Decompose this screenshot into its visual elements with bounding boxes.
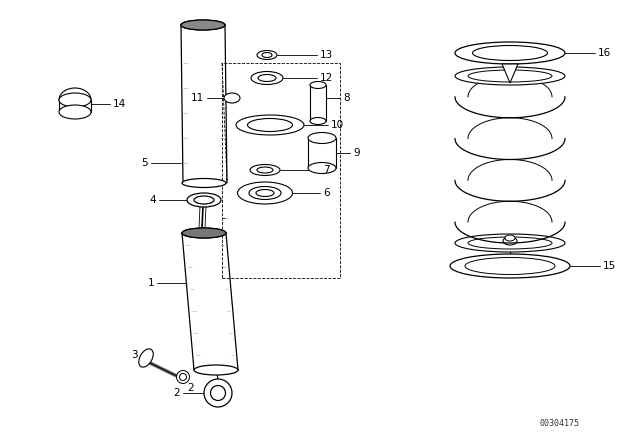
Ellipse shape	[256, 190, 274, 197]
Ellipse shape	[187, 193, 221, 207]
Ellipse shape	[465, 258, 555, 275]
Text: 5: 5	[141, 158, 148, 168]
Ellipse shape	[455, 42, 565, 64]
Text: 2: 2	[173, 388, 180, 398]
Text: 13: 13	[320, 50, 333, 60]
Ellipse shape	[204, 379, 232, 407]
Text: 14: 14	[113, 99, 126, 109]
Ellipse shape	[248, 119, 292, 132]
Ellipse shape	[249, 186, 281, 199]
Ellipse shape	[211, 385, 225, 401]
Text: 2: 2	[187, 383, 194, 393]
Text: 1: 1	[147, 278, 154, 288]
Ellipse shape	[59, 105, 91, 119]
Ellipse shape	[258, 74, 276, 82]
Text: 8: 8	[343, 93, 349, 103]
Ellipse shape	[310, 117, 326, 125]
Ellipse shape	[505, 235, 515, 241]
Ellipse shape	[182, 228, 226, 238]
Text: 00304175: 00304175	[540, 418, 580, 427]
Ellipse shape	[310, 82, 326, 89]
Ellipse shape	[472, 46, 547, 60]
Ellipse shape	[250, 164, 280, 176]
Ellipse shape	[224, 93, 240, 103]
Text: 7: 7	[323, 165, 330, 175]
Ellipse shape	[177, 370, 189, 383]
Ellipse shape	[59, 93, 91, 107]
Ellipse shape	[139, 349, 153, 367]
Ellipse shape	[257, 51, 277, 60]
Ellipse shape	[181, 20, 225, 30]
Ellipse shape	[468, 70, 552, 82]
Ellipse shape	[308, 163, 336, 173]
Ellipse shape	[236, 115, 304, 135]
Ellipse shape	[455, 67, 565, 85]
Ellipse shape	[251, 72, 283, 85]
Ellipse shape	[179, 374, 186, 380]
Text: 16: 16	[598, 48, 611, 58]
Ellipse shape	[194, 196, 214, 204]
Ellipse shape	[308, 133, 336, 143]
Ellipse shape	[450, 254, 570, 278]
Text: 10: 10	[331, 120, 344, 130]
Ellipse shape	[237, 182, 292, 204]
Text: 12: 12	[320, 73, 333, 83]
Ellipse shape	[257, 167, 273, 173]
Ellipse shape	[455, 234, 565, 252]
Text: 11: 11	[191, 93, 204, 103]
Ellipse shape	[182, 178, 226, 188]
Text: 4: 4	[149, 195, 156, 205]
Ellipse shape	[468, 237, 552, 249]
Text: 15: 15	[603, 261, 616, 271]
Text: 6: 6	[323, 188, 330, 198]
Ellipse shape	[503, 237, 517, 245]
Text: 3: 3	[131, 350, 138, 360]
Ellipse shape	[181, 20, 225, 30]
Ellipse shape	[262, 52, 272, 57]
Text: 9: 9	[353, 148, 360, 158]
Polygon shape	[502, 64, 518, 83]
Ellipse shape	[182, 228, 226, 238]
Ellipse shape	[194, 365, 238, 375]
